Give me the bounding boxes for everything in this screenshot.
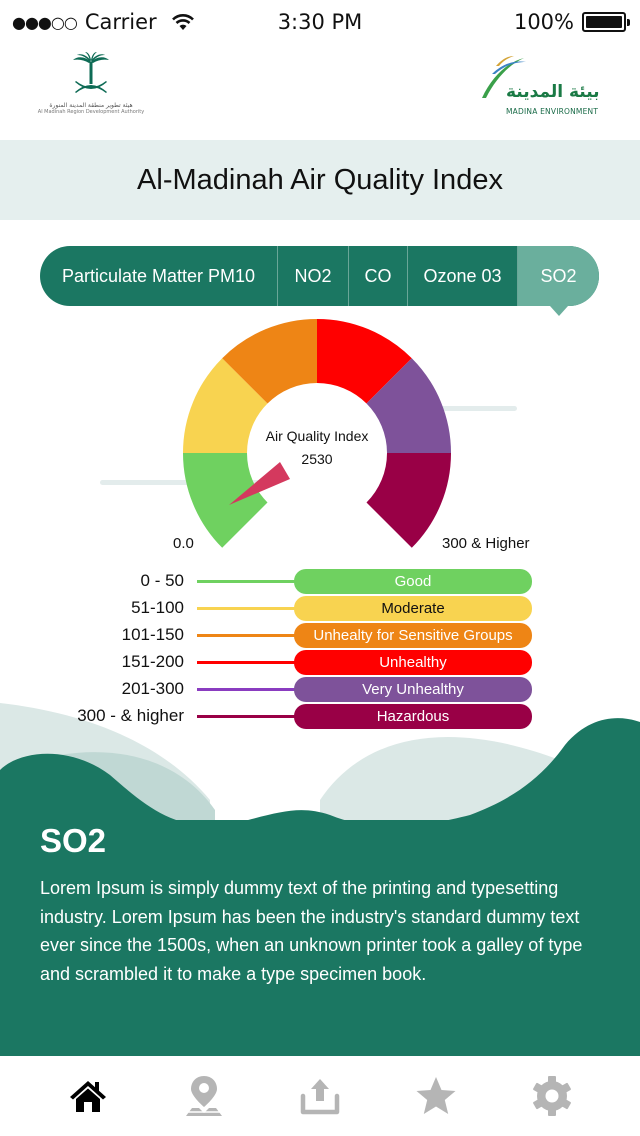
legend-range: 300 - & higher bbox=[77, 706, 184, 725]
status-time: 3:30 PM bbox=[277, 10, 363, 34]
gauge-segment-moderate bbox=[182, 358, 268, 453]
gauge-title: Air Quality Index bbox=[265, 428, 369, 444]
tab-no2[interactable]: NO2 bbox=[278, 246, 349, 306]
status-right: 100% bbox=[513, 10, 630, 34]
legend-row-unhealthy: 151-200 Unhealthy bbox=[0, 650, 640, 675]
decorative-waves bbox=[0, 703, 640, 830]
gauge-segment-sensitive bbox=[222, 318, 317, 404]
tab-pm10[interactable]: Particulate Matter PM10 bbox=[40, 246, 278, 306]
battery-percent: 100% bbox=[513, 10, 574, 34]
tabbar-favorites[interactable] bbox=[406, 1066, 466, 1126]
tabbar-home[interactable] bbox=[58, 1066, 118, 1126]
legend-connector bbox=[197, 634, 307, 637]
legend-range: 151-200 bbox=[121, 652, 184, 671]
tab-so2[interactable]: SO2 bbox=[518, 246, 599, 316]
gauge-segment-unhealthy bbox=[317, 318, 412, 404]
carrier-label: Carrier bbox=[84, 10, 157, 34]
legend-row-sensitive: 101-150 Unhealty for Sensitive Groups bbox=[0, 623, 640, 648]
legend-row-very-unhealthy: 201-300 Very Unhealthy bbox=[0, 677, 640, 702]
title-band: Al-Madinah Air Quality Index bbox=[0, 140, 640, 220]
legend-row-good: 0 - 50 Good bbox=[0, 569, 640, 594]
legend-connector bbox=[197, 607, 307, 610]
legend-connector bbox=[197, 580, 307, 583]
palm-swords-emblem-icon bbox=[73, 52, 109, 93]
legend-range: 51-100 bbox=[131, 598, 184, 617]
madina-environment-logo: بيئة المدينة MADINA ENVIRONMENT bbox=[478, 52, 602, 122]
legend-pill-unhealthy: Unhealthy bbox=[294, 650, 532, 675]
bottom-tab-bar bbox=[0, 1056, 640, 1136]
legend-pill-good: Good bbox=[294, 569, 532, 594]
signal-strength-icon: ●●●○○ bbox=[12, 12, 78, 32]
page-title: Al-Madinah Air Quality Index bbox=[137, 163, 503, 196]
status-left: ●●●○○ Carrier bbox=[12, 10, 195, 34]
pollutant-tabs: Particulate Matter PM10 NO2 CO Ozone 03 … bbox=[40, 246, 599, 316]
gear-icon bbox=[533, 1076, 571, 1116]
legend-range: 101-150 bbox=[121, 625, 184, 644]
swoosh-leaves-icon bbox=[482, 56, 526, 98]
gauge-value: 2530 bbox=[301, 451, 333, 467]
left-logo-arabic: هيئة تطوير منطقة المدينة المنورة bbox=[49, 102, 133, 109]
home-icon bbox=[70, 1081, 106, 1112]
gauge-segment-very-unhealthy bbox=[366, 358, 452, 453]
gauge-pointer bbox=[229, 462, 290, 505]
legend-pill-very-unhealthy: Very Unhealthy bbox=[294, 677, 532, 702]
aqi-gauge: Air Quality Index 2530 0.0 300 & Higher bbox=[0, 300, 640, 570]
tab-ozone[interactable]: Ozone 03 bbox=[408, 246, 518, 306]
wifi-icon bbox=[171, 14, 194, 30]
gauge-max-label: 300 & Higher bbox=[442, 535, 530, 552]
legend-row-moderate: 51-100 Moderate bbox=[0, 596, 640, 621]
star-icon bbox=[416, 1077, 456, 1114]
map-pin-icon bbox=[186, 1076, 222, 1116]
share-upload-icon bbox=[300, 1079, 340, 1115]
pollutant-info-panel: SO2 Lorem Ipsum is simply dummy text of … bbox=[0, 820, 640, 1056]
legend-pill-hazardous: Hazardous bbox=[294, 704, 532, 729]
right-logo-english: MADINA ENVIRONMENT bbox=[506, 107, 599, 116]
legend-connector bbox=[197, 661, 307, 664]
gauge-chart bbox=[100, 318, 517, 548]
legend-pill-sensitive: Unhealty for Sensitive Groups bbox=[294, 623, 532, 648]
tabbar-location[interactable] bbox=[174, 1066, 234, 1126]
tabbar-settings[interactable] bbox=[522, 1066, 582, 1126]
right-logo-arabic: بيئة المدينة bbox=[506, 82, 600, 102]
legend-range: 0 - 50 bbox=[140, 571, 184, 590]
legend-range: 201-300 bbox=[121, 679, 184, 698]
madinah-development-authority-logo: هيئة تطوير منطقة المدينة المنورة Al Madi… bbox=[36, 52, 146, 122]
tab-co[interactable]: CO bbox=[349, 246, 408, 306]
legend-pill-moderate: Moderate bbox=[294, 596, 532, 621]
legend-connector bbox=[197, 715, 307, 718]
gauge-min-label: 0.0 bbox=[173, 535, 194, 552]
legend-row-hazardous: 300 - & higher Hazardous bbox=[0, 704, 640, 729]
legend-connector bbox=[197, 688, 307, 691]
tabbar-share[interactable] bbox=[290, 1066, 350, 1126]
info-body: Lorem Ipsum is simply dummy text of the … bbox=[40, 878, 583, 984]
gauge-segment-good bbox=[182, 453, 268, 548]
info-heading: SO2 bbox=[40, 822, 107, 859]
left-logo-english: Al Madinah Region Development Authority bbox=[37, 109, 145, 115]
status-bar: ●●●○○ Carrier 3:30 PM 100% bbox=[0, 0, 640, 48]
gauge-segment-hazardous bbox=[366, 453, 452, 548]
battery-icon bbox=[582, 12, 630, 32]
